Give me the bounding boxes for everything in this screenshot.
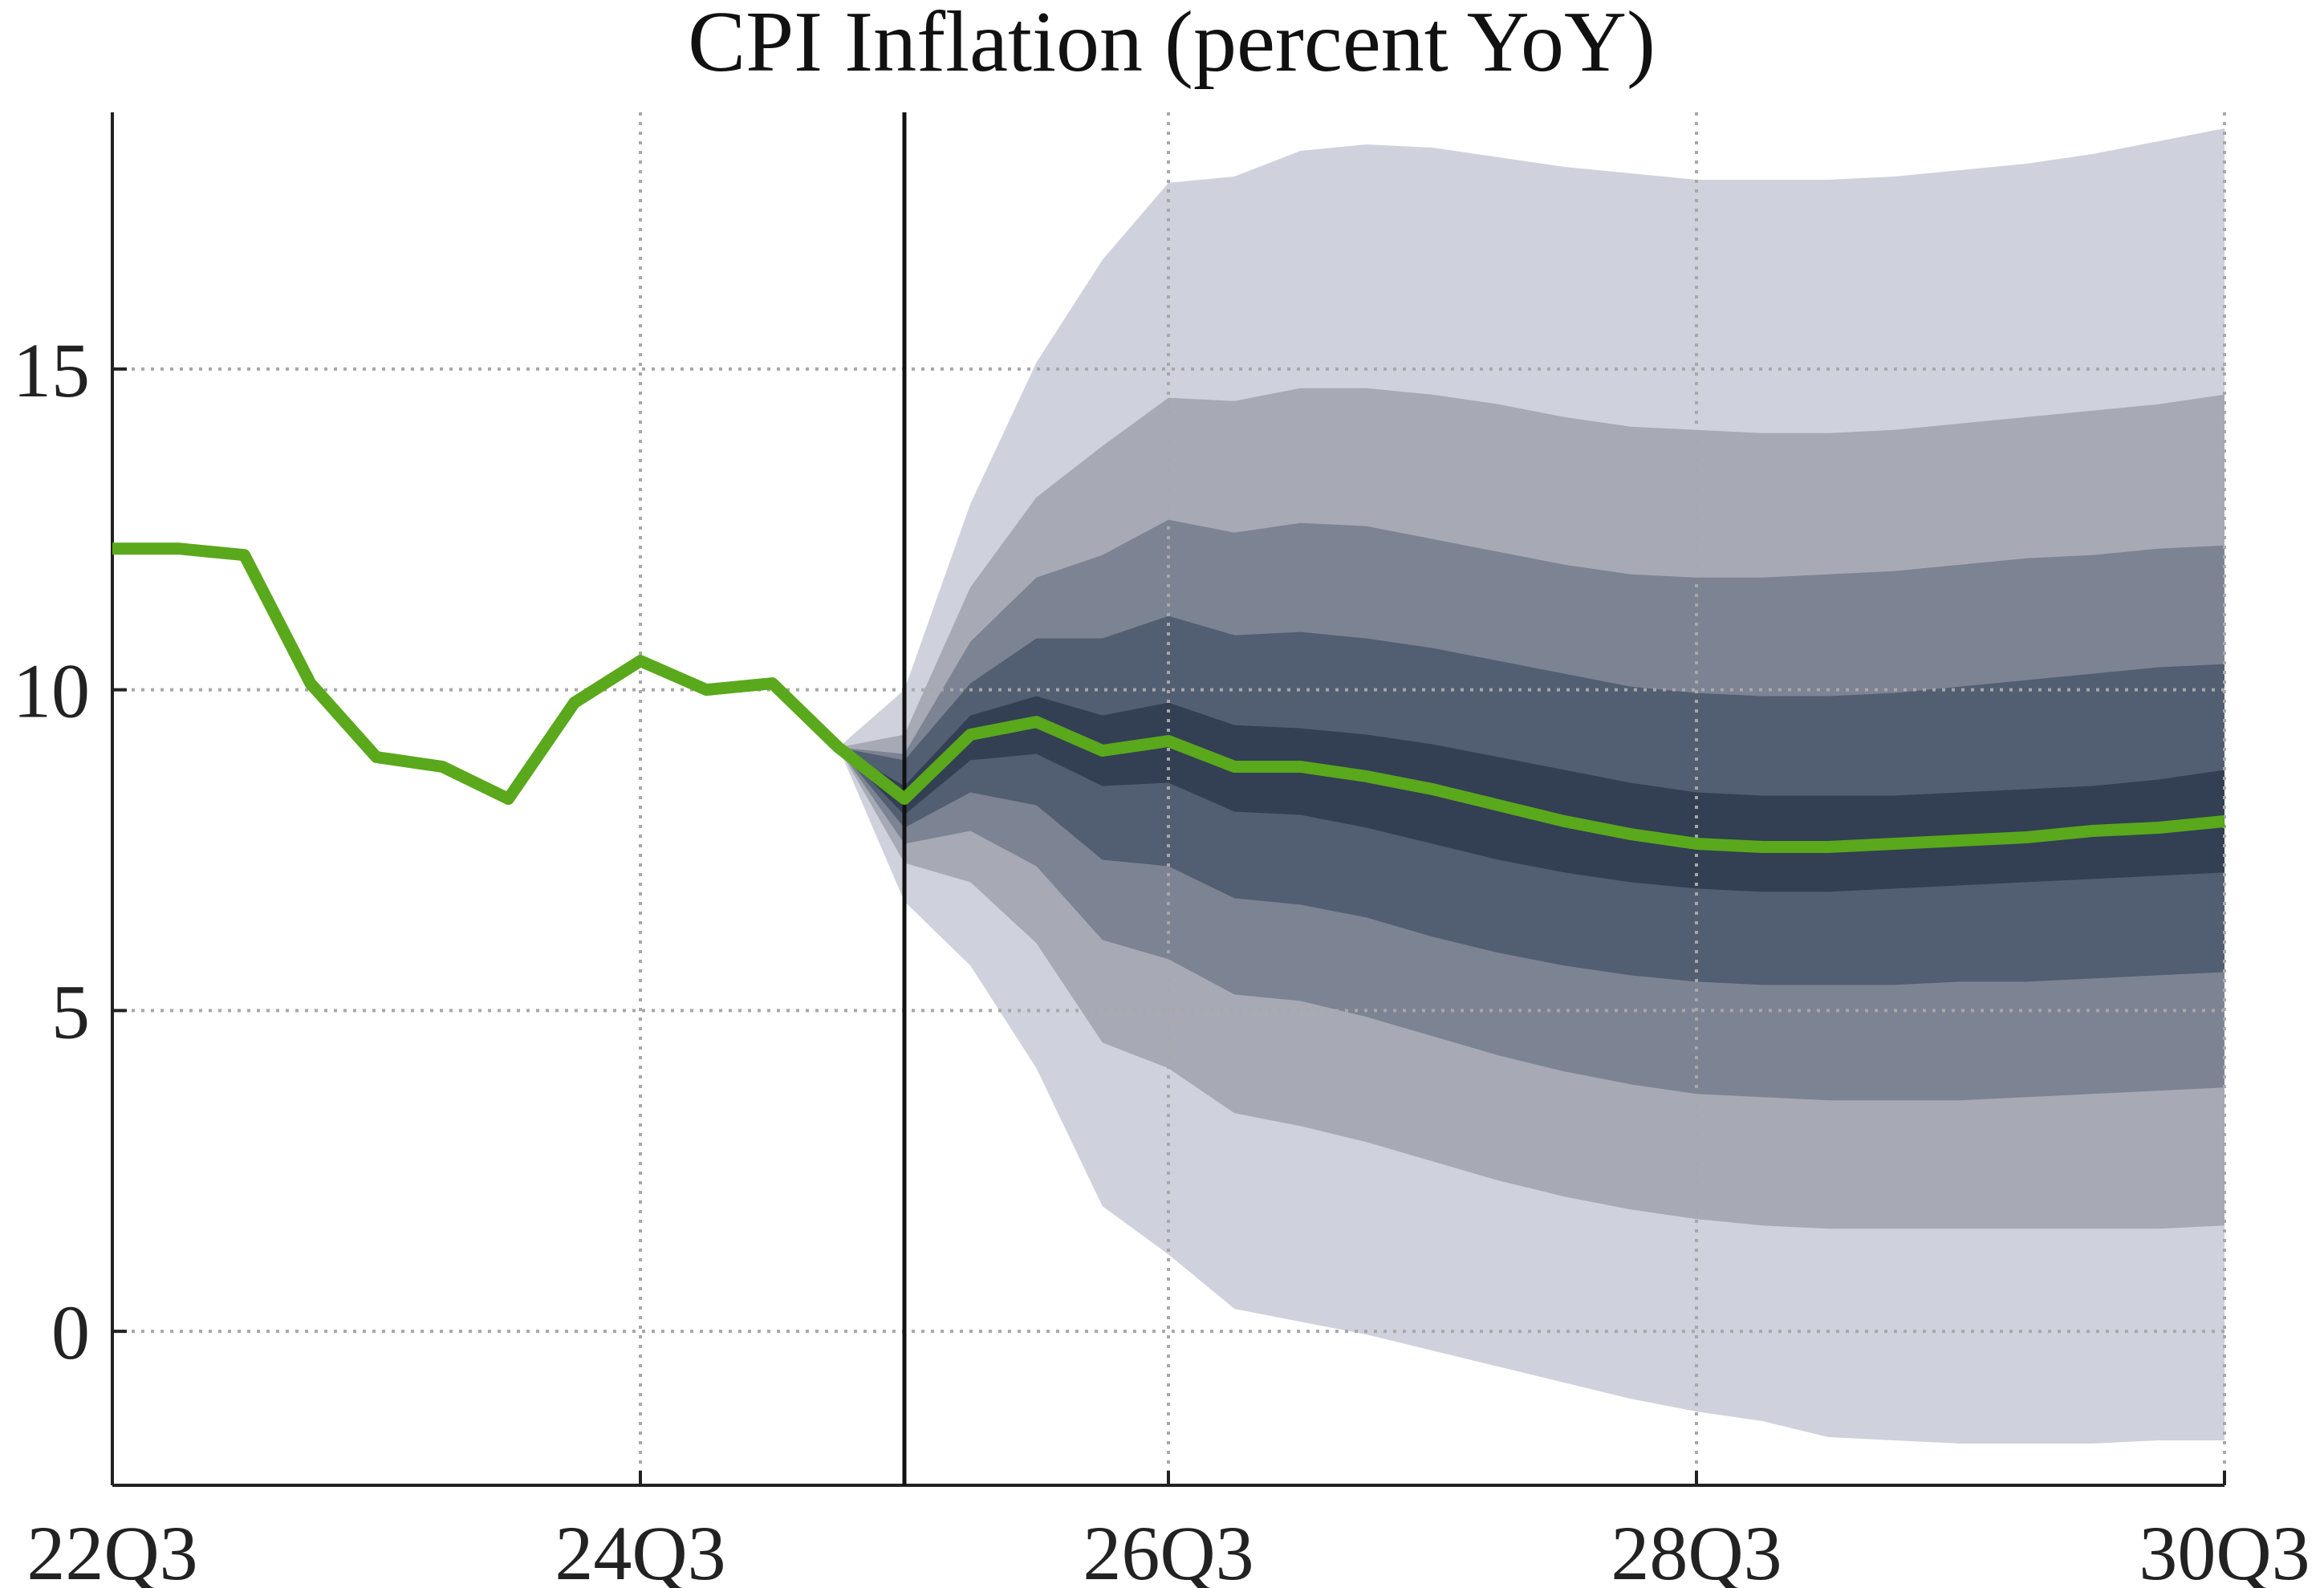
- y-tick-label: 15: [13, 327, 90, 413]
- series-line-cpi-inflation: [112, 542, 2225, 853]
- x-tick-label: 24Q3: [555, 1510, 725, 1588]
- axes: [111, 112, 2226, 1487]
- y-tick-label: 5: [51, 969, 90, 1054]
- x-tick-label: 28Q3: [1611, 1510, 1782, 1588]
- y-tick-label: 10: [13, 648, 90, 734]
- x-tick-label: 30Q3: [2139, 1510, 2310, 1588]
- fan-bands: [838, 128, 2224, 1444]
- x-tick-label: 22Q3: [26, 1510, 197, 1588]
- y-tick-label: 0: [51, 1289, 90, 1375]
- x-tick-label: 26Q3: [1083, 1510, 1253, 1588]
- tick-labels: 0 5 10 15 22Q3 24Q3 26Q3 28Q3 30Q3: [13, 327, 2310, 1588]
- chart-title: CPI Inflation (percent YoY): [688, 0, 1656, 90]
- series: [112, 542, 2225, 853]
